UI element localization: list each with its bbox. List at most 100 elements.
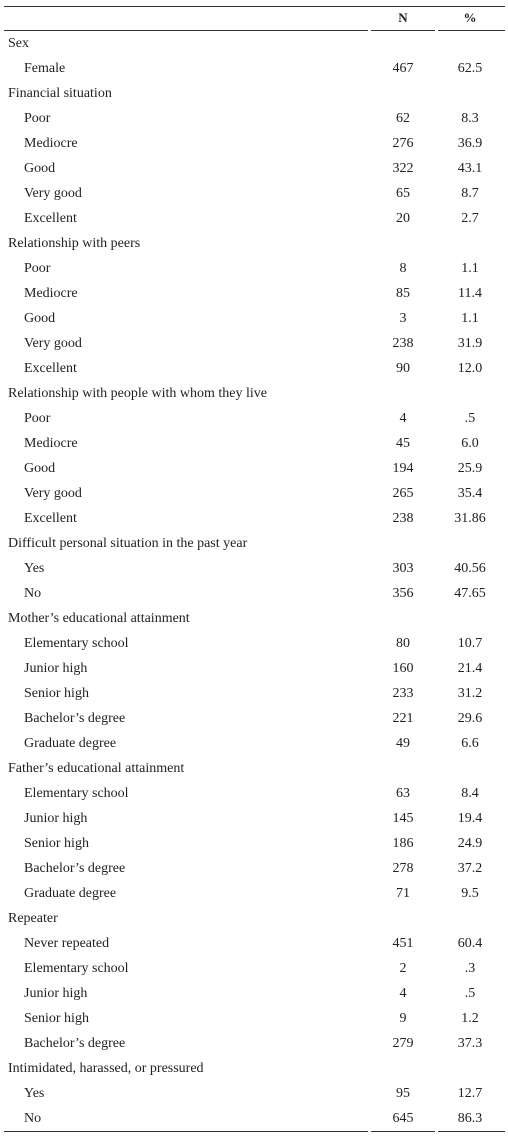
cell-n: 160 <box>393 661 414 676</box>
cell-pct: 24.9 <box>458 836 483 851</box>
row-label: Poor <box>24 111 51 126</box>
row-label: Excellent <box>24 211 77 226</box>
cell-n: 95 <box>396 1086 410 1101</box>
cell-pct: 35.4 <box>458 486 483 501</box>
row-label: Junior high <box>24 811 87 826</box>
row-label: Bachelor’s degree <box>24 711 125 726</box>
cell-n: 8 <box>400 261 407 276</box>
cell-n: 4 <box>400 986 407 1001</box>
section-title: Financial situation <box>8 86 112 101</box>
cell-pct: 37.3 <box>458 1036 483 1051</box>
cell-n: 276 <box>393 136 414 151</box>
cell-n: 238 <box>393 336 414 351</box>
cell-n: 279 <box>393 1036 414 1051</box>
cell-n: 63 <box>396 786 410 801</box>
cell-pct: 10.7 <box>458 636 483 651</box>
cell-pct: 6.6 <box>461 736 479 751</box>
row-label: Mediocre <box>24 436 78 451</box>
row-label: Excellent <box>24 511 77 526</box>
cell-n: 238 <box>393 511 414 526</box>
cell-n: 3 <box>400 311 407 326</box>
row-label: Graduate degree <box>24 736 116 751</box>
cell-pct: 31.2 <box>458 686 483 701</box>
row-label: Very good <box>24 186 82 201</box>
cell-n: 467 <box>393 61 414 76</box>
header-n: N <box>398 10 408 25</box>
cell-n: 194 <box>393 461 414 476</box>
cell-n: 278 <box>393 861 414 876</box>
cell-n: 356 <box>393 586 414 601</box>
cell-n: 451 <box>393 936 414 951</box>
section-title: Relationship with people with whom they … <box>8 386 267 401</box>
cell-pct: 8.3 <box>461 111 479 126</box>
cell-n: 9 <box>400 1011 407 1026</box>
cell-pct: 21.4 <box>458 661 483 676</box>
row-label: No <box>24 1111 41 1126</box>
cell-pct: 9.5 <box>461 886 479 901</box>
row-label: Elementary school <box>24 961 129 976</box>
row-label: Good <box>24 311 55 326</box>
section-title: Repeater <box>8 911 58 926</box>
cell-pct: 2.7 <box>461 211 479 226</box>
row-label: Poor <box>24 261 51 276</box>
row-label: Good <box>24 161 55 176</box>
cell-n: 49 <box>396 736 410 751</box>
cell-n: 2 <box>400 961 407 976</box>
row-label: Elementary school <box>24 636 129 651</box>
row-label: Very good <box>24 486 82 501</box>
row-label: Senior high <box>24 686 89 701</box>
cell-pct: 8.4 <box>461 786 479 801</box>
row-label: Bachelor’s degree <box>24 1036 125 1051</box>
cell-pct: 40.56 <box>454 561 486 576</box>
cell-n: 265 <box>393 486 414 501</box>
cell-n: 62 <box>396 111 410 126</box>
cell-pct: 36.9 <box>458 136 483 151</box>
row-label: Very good <box>24 336 82 351</box>
row-label: Good <box>24 461 55 476</box>
cell-n: 233 <box>393 686 414 701</box>
row-label: Elementary school <box>24 786 129 801</box>
row-label: Junior high <box>24 986 87 1001</box>
cell-pct: 1.1 <box>461 261 479 276</box>
row-label: Graduate degree <box>24 886 116 901</box>
section-title: Relationship with peers <box>8 236 140 251</box>
row-label: Bachelor’s degree <box>24 861 125 876</box>
header-pct: % <box>464 10 477 25</box>
cell-pct: 12.7 <box>458 1086 483 1101</box>
cell-pct: 1.2 <box>461 1011 479 1026</box>
row-label: Excellent <box>24 361 77 376</box>
section-title: Sex <box>8 36 29 51</box>
cell-n: 303 <box>393 561 414 576</box>
cell-n: 90 <box>396 361 410 376</box>
cell-pct: 6.0 <box>461 436 479 451</box>
row-label: Yes <box>24 561 44 576</box>
cell-pct: 47.65 <box>454 586 486 601</box>
cell-pct: 12.0 <box>458 361 483 376</box>
cell-pct: 25.9 <box>458 461 483 476</box>
row-label: Junior high <box>24 661 87 676</box>
cell-n: 20 <box>396 211 410 226</box>
section-title: Difficult personal situation in the past… <box>8 536 248 551</box>
row-label: Yes <box>24 1086 44 1101</box>
cell-pct: 8.7 <box>461 186 479 201</box>
row-label: Never repeated <box>24 936 109 951</box>
cell-pct: 86.3 <box>458 1111 483 1126</box>
row-label: Senior high <box>24 1011 89 1026</box>
row-label: Mediocre <box>24 286 78 301</box>
cell-pct: 19.4 <box>458 811 483 826</box>
cell-pct: 62.5 <box>458 61 483 76</box>
row-label: Female <box>24 61 65 76</box>
row-label: Mediocre <box>24 136 78 151</box>
cell-n: 145 <box>393 811 414 826</box>
row-label: Poor <box>24 411 51 426</box>
section-title: Mother’s educational attainment <box>8 611 190 626</box>
cell-n: 221 <box>393 711 414 726</box>
row-label: No <box>24 586 41 601</box>
cell-pct: 31.9 <box>458 336 483 351</box>
cell-pct: 29.6 <box>458 711 483 726</box>
cell-n: 80 <box>396 636 410 651</box>
section-title: Father’s educational attainment <box>8 761 184 776</box>
cell-pct: .3 <box>465 961 476 976</box>
